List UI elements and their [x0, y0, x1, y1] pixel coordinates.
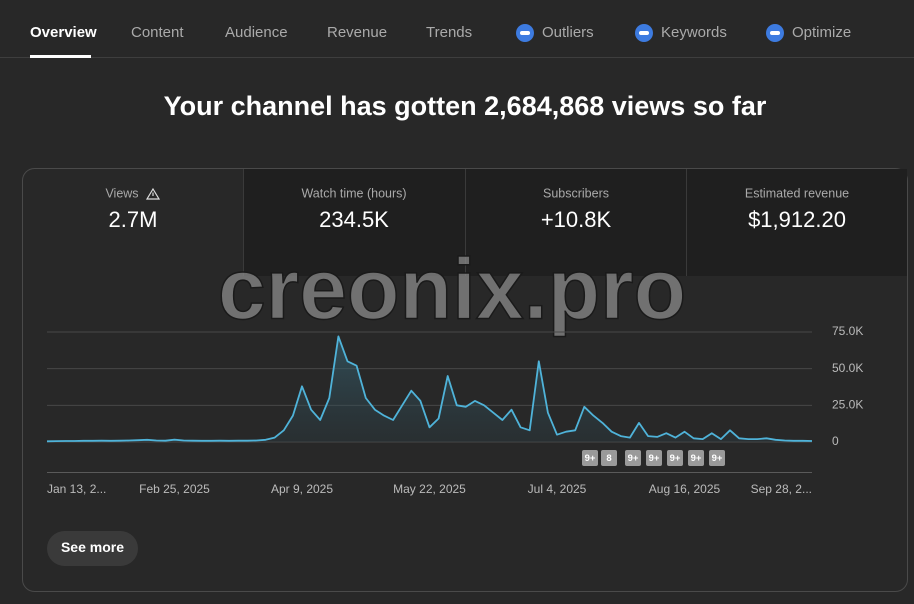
tab-label[interactable]: Outliers: [542, 24, 594, 41]
y-tick-label: 75.0K: [832, 324, 863, 338]
annotation-badge[interactable]: [688, 450, 704, 466]
see-more-button[interactable]: [47, 531, 138, 566]
annotation-badge[interactable]: [601, 450, 617, 466]
tab-label[interactable]: Revenue: [327, 24, 387, 41]
tab-label[interactable]: Content: [131, 24, 184, 41]
x-tick-label: May 22, 2025: [393, 482, 466, 496]
tab-label[interactable]: Keywords: [661, 24, 727, 41]
active-tab-underline: [30, 55, 91, 58]
x-tick-label: Jan 13, 2...: [47, 482, 106, 496]
x-tick-label: Feb 25, 2025: [139, 482, 210, 496]
tab-label[interactable]: Optimize: [792, 24, 851, 41]
metric-label: Estimated revenue: [745, 186, 849, 200]
metric-value: +10.8K: [541, 207, 612, 232]
metric-value: 2.7M: [109, 207, 158, 232]
tab-label[interactable]: Trends: [426, 24, 472, 41]
y-tick-label: 0: [832, 434, 839, 448]
metric-label: Subscribers: [543, 186, 609, 200]
warning-icon: [145, 187, 161, 200]
metric-value: $1,912.20: [748, 207, 846, 232]
tab-label[interactable]: Audience: [225, 24, 288, 41]
views-line: [46, 335, 813, 443]
x-tick-label: Sep 28, 2...: [751, 482, 812, 496]
x-tick-label: Apr 9, 2025: [271, 482, 333, 496]
annotation-badge[interactable]: [709, 450, 725, 466]
metric-value: 234.5K: [319, 207, 389, 232]
metric-label: Watch time (hours): [301, 186, 406, 200]
annotation-label[interactable]: 9+: [628, 453, 639, 464]
annotation-label[interactable]: 9+: [649, 453, 660, 464]
watermark: creonix.pro: [218, 242, 686, 338]
tab-label[interactable]: Overview: [30, 24, 97, 41]
annotation-label[interactable]: 9+: [712, 453, 723, 464]
tab-icon-glyph[interactable]: [520, 31, 530, 35]
y-tick-label: 50.0K: [832, 361, 863, 375]
annotation-label[interactable]: 9+: [585, 453, 596, 464]
y-tick-label: 25.0K: [832, 398, 863, 412]
annotation-label[interactable]: 9+: [670, 453, 681, 464]
x-tick-label: Aug 16, 2025: [649, 482, 721, 496]
tab-icon-glyph[interactable]: [639, 31, 649, 35]
annotation-label[interactable]: 9+: [691, 453, 702, 464]
annotation-badge[interactable]: [646, 450, 662, 466]
metric-tiles-bg: [244, 169, 907, 276]
headline: Your channel has gotten 2,684,868 views …: [164, 91, 767, 121]
annotation-badge[interactable]: [582, 450, 598, 466]
annotation-label[interactable]: 8: [606, 453, 611, 464]
metric-label: Views: [105, 186, 138, 200]
annotation-badge[interactable]: [667, 450, 683, 466]
tab-icon-glyph[interactable]: [770, 31, 780, 35]
see-more-label[interactable]: See more: [61, 539, 124, 555]
annotation-badge[interactable]: [625, 450, 641, 466]
x-tick-label: Jul 4, 2025: [528, 482, 587, 496]
